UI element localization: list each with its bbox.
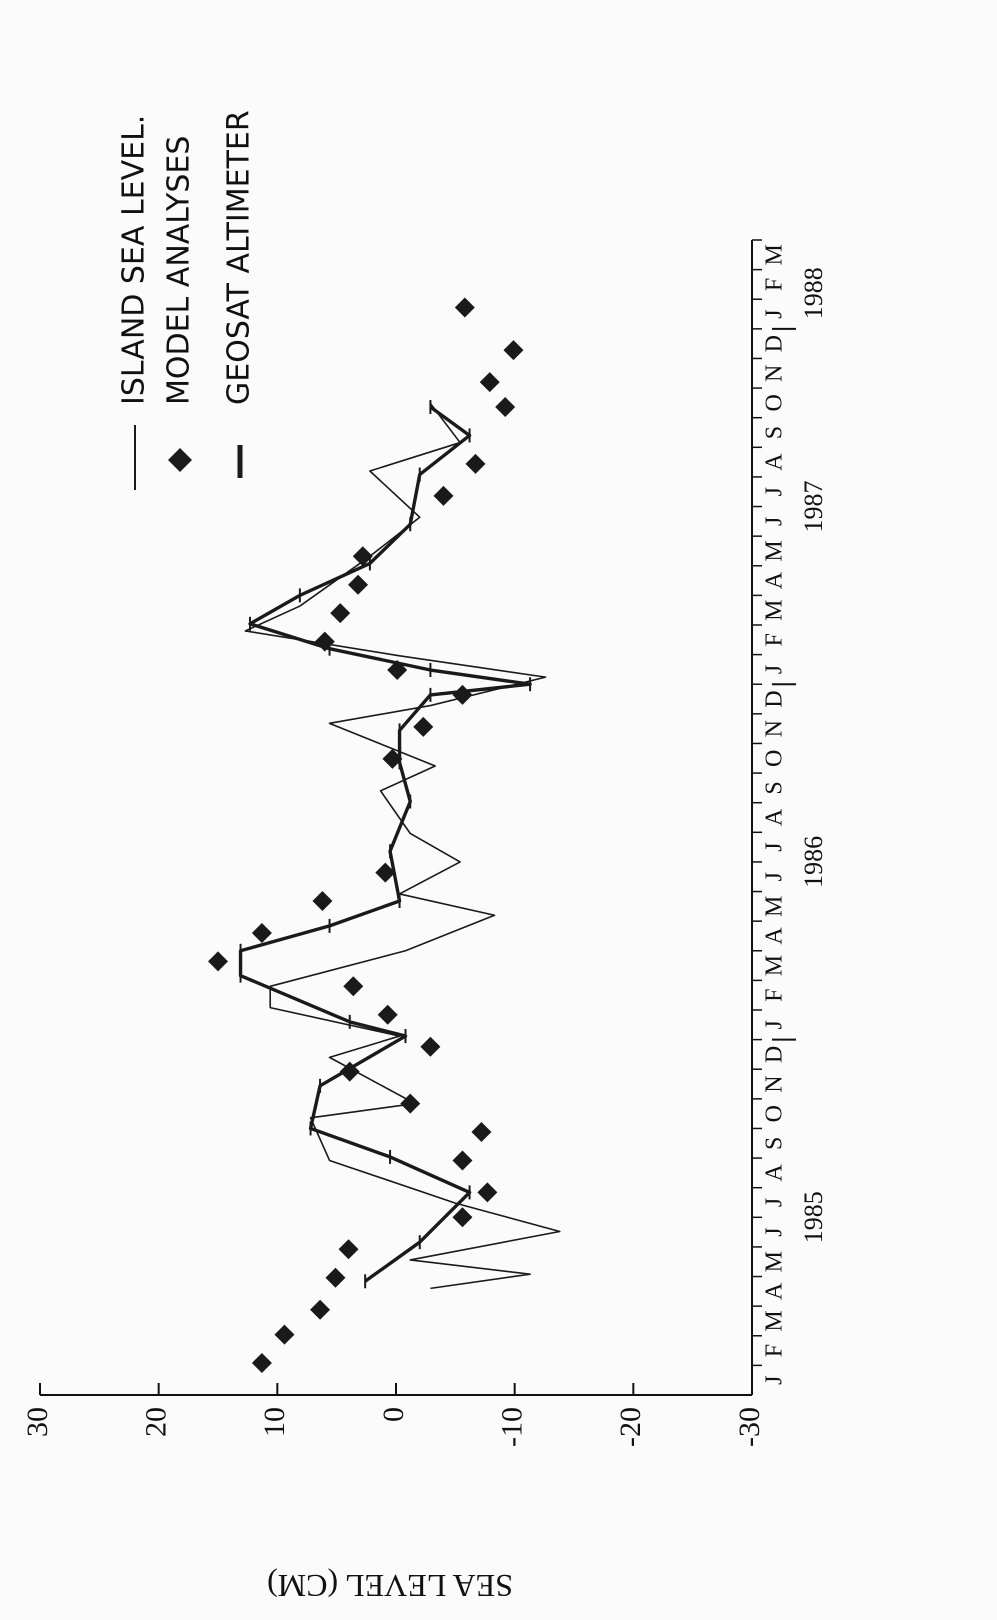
diamond-marker: [338, 1239, 359, 1260]
diamond-marker: [400, 1093, 421, 1114]
month-label: O: [762, 1105, 788, 1122]
x-tick-label: 1985: [799, 1191, 828, 1243]
month-label: O: [762, 394, 788, 411]
diamond-marker: [477, 1182, 498, 1203]
month-label: F: [762, 633, 788, 646]
month-label: J: [762, 665, 788, 674]
diamond-marker: [465, 453, 486, 474]
series-line: [244, 402, 561, 1290]
diamond-marker: [452, 1150, 473, 1171]
month-label: J: [762, 1227, 788, 1236]
month-label: J: [762, 872, 788, 881]
diamond-marker: [312, 891, 333, 912]
y-tick-label: -20: [614, 1407, 647, 1447]
month-label: A: [762, 453, 788, 471]
month-label: J: [762, 1020, 788, 1029]
month-label: J: [762, 1198, 788, 1207]
month-label: J: [762, 487, 788, 496]
month-label: F: [762, 1344, 788, 1357]
month-label: F: [762, 278, 788, 291]
diamond-marker: [471, 1122, 492, 1143]
month-label: D: [762, 1046, 788, 1063]
legend-label: MODEL ANALYSES: [162, 136, 197, 405]
diamond-marker: [454, 297, 475, 318]
diamond-marker: [343, 976, 364, 997]
diamond-marker: [420, 1036, 441, 1057]
diamond-marker: [325, 1267, 346, 1288]
month-label: O: [762, 750, 788, 767]
month-label: M: [762, 955, 788, 976]
month-label: M: [762, 244, 788, 265]
diamond-marker: [495, 397, 516, 418]
diamond-marker: [375, 862, 396, 883]
y-tick-label: 20: [140, 1407, 173, 1437]
y-tick-label: 30: [21, 1407, 54, 1437]
month-label: S: [762, 781, 788, 794]
diamond-marker: [433, 485, 454, 506]
diamond-marker: [208, 951, 228, 972]
y-tick-label: 10: [258, 1407, 291, 1437]
diamond-marker: [382, 748, 403, 769]
x-tick-label: 1986: [799, 836, 828, 888]
diamond-marker: [503, 340, 524, 361]
month-label: N: [762, 365, 788, 382]
month-label: J: [762, 309, 788, 318]
x-tick-label: 1988: [799, 267, 828, 319]
diamond-marker: [452, 1207, 473, 1228]
month-label: M: [762, 1310, 788, 1331]
diamond-marker: [352, 546, 373, 567]
legend-label: ISLAND SEA LEVEL.: [117, 115, 152, 405]
diamond-marker: [413, 716, 434, 737]
month-label: D: [762, 335, 788, 352]
month-label: A: [762, 808, 788, 826]
legend-symbol: [168, 448, 192, 472]
month-label: A: [762, 1164, 788, 1182]
x-tick-label: 1987: [799, 481, 828, 533]
diamond-marker: [274, 1324, 295, 1345]
y-tick-label: -10: [496, 1407, 529, 1447]
y-tick-label: -30: [733, 1407, 766, 1447]
diamond-marker: [479, 372, 500, 393]
month-label: F: [762, 989, 788, 1002]
diamond-marker: [251, 923, 272, 943]
month-label: M: [762, 540, 788, 561]
month-label: M: [762, 600, 788, 621]
month-label: N: [762, 720, 788, 737]
month-label: J: [762, 1376, 788, 1385]
month-label: D: [762, 690, 788, 707]
y-axis-title: SEA LEVEL (CM): [267, 1568, 513, 1604]
month-label: S: [762, 1137, 788, 1150]
month-label: J: [762, 842, 788, 851]
month-label: M: [762, 1251, 788, 1272]
month-label: A: [762, 571, 788, 589]
diamond-marker: [348, 574, 369, 595]
month-label: A: [762, 927, 788, 945]
month-label: A: [762, 1282, 788, 1300]
month-label: M: [762, 896, 788, 917]
month-label: N: [762, 1075, 788, 1092]
diamond-marker: [330, 603, 351, 624]
diamond-marker: [251, 1353, 272, 1374]
y-tick-label: 0: [377, 1407, 410, 1422]
diamond-marker: [377, 1004, 398, 1025]
month-label: S: [762, 426, 788, 439]
diamond-marker: [310, 1299, 331, 1320]
month-label: J: [762, 517, 788, 526]
legend-label: GEOSAT ALTIMETER: [222, 110, 257, 405]
